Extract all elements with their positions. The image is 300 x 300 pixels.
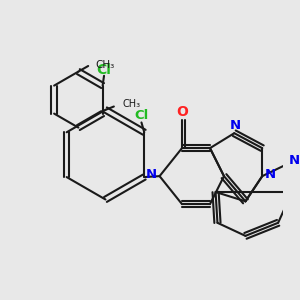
Text: N: N: [289, 154, 300, 167]
Text: O: O: [176, 105, 188, 119]
Text: Cl: Cl: [134, 109, 148, 122]
Text: Cl: Cl: [97, 63, 112, 77]
Text: N: N: [146, 168, 157, 181]
Text: CH₃: CH₃: [95, 60, 114, 70]
Text: N: N: [230, 119, 241, 132]
Text: N: N: [265, 168, 276, 181]
Text: CH₃: CH₃: [122, 99, 140, 109]
